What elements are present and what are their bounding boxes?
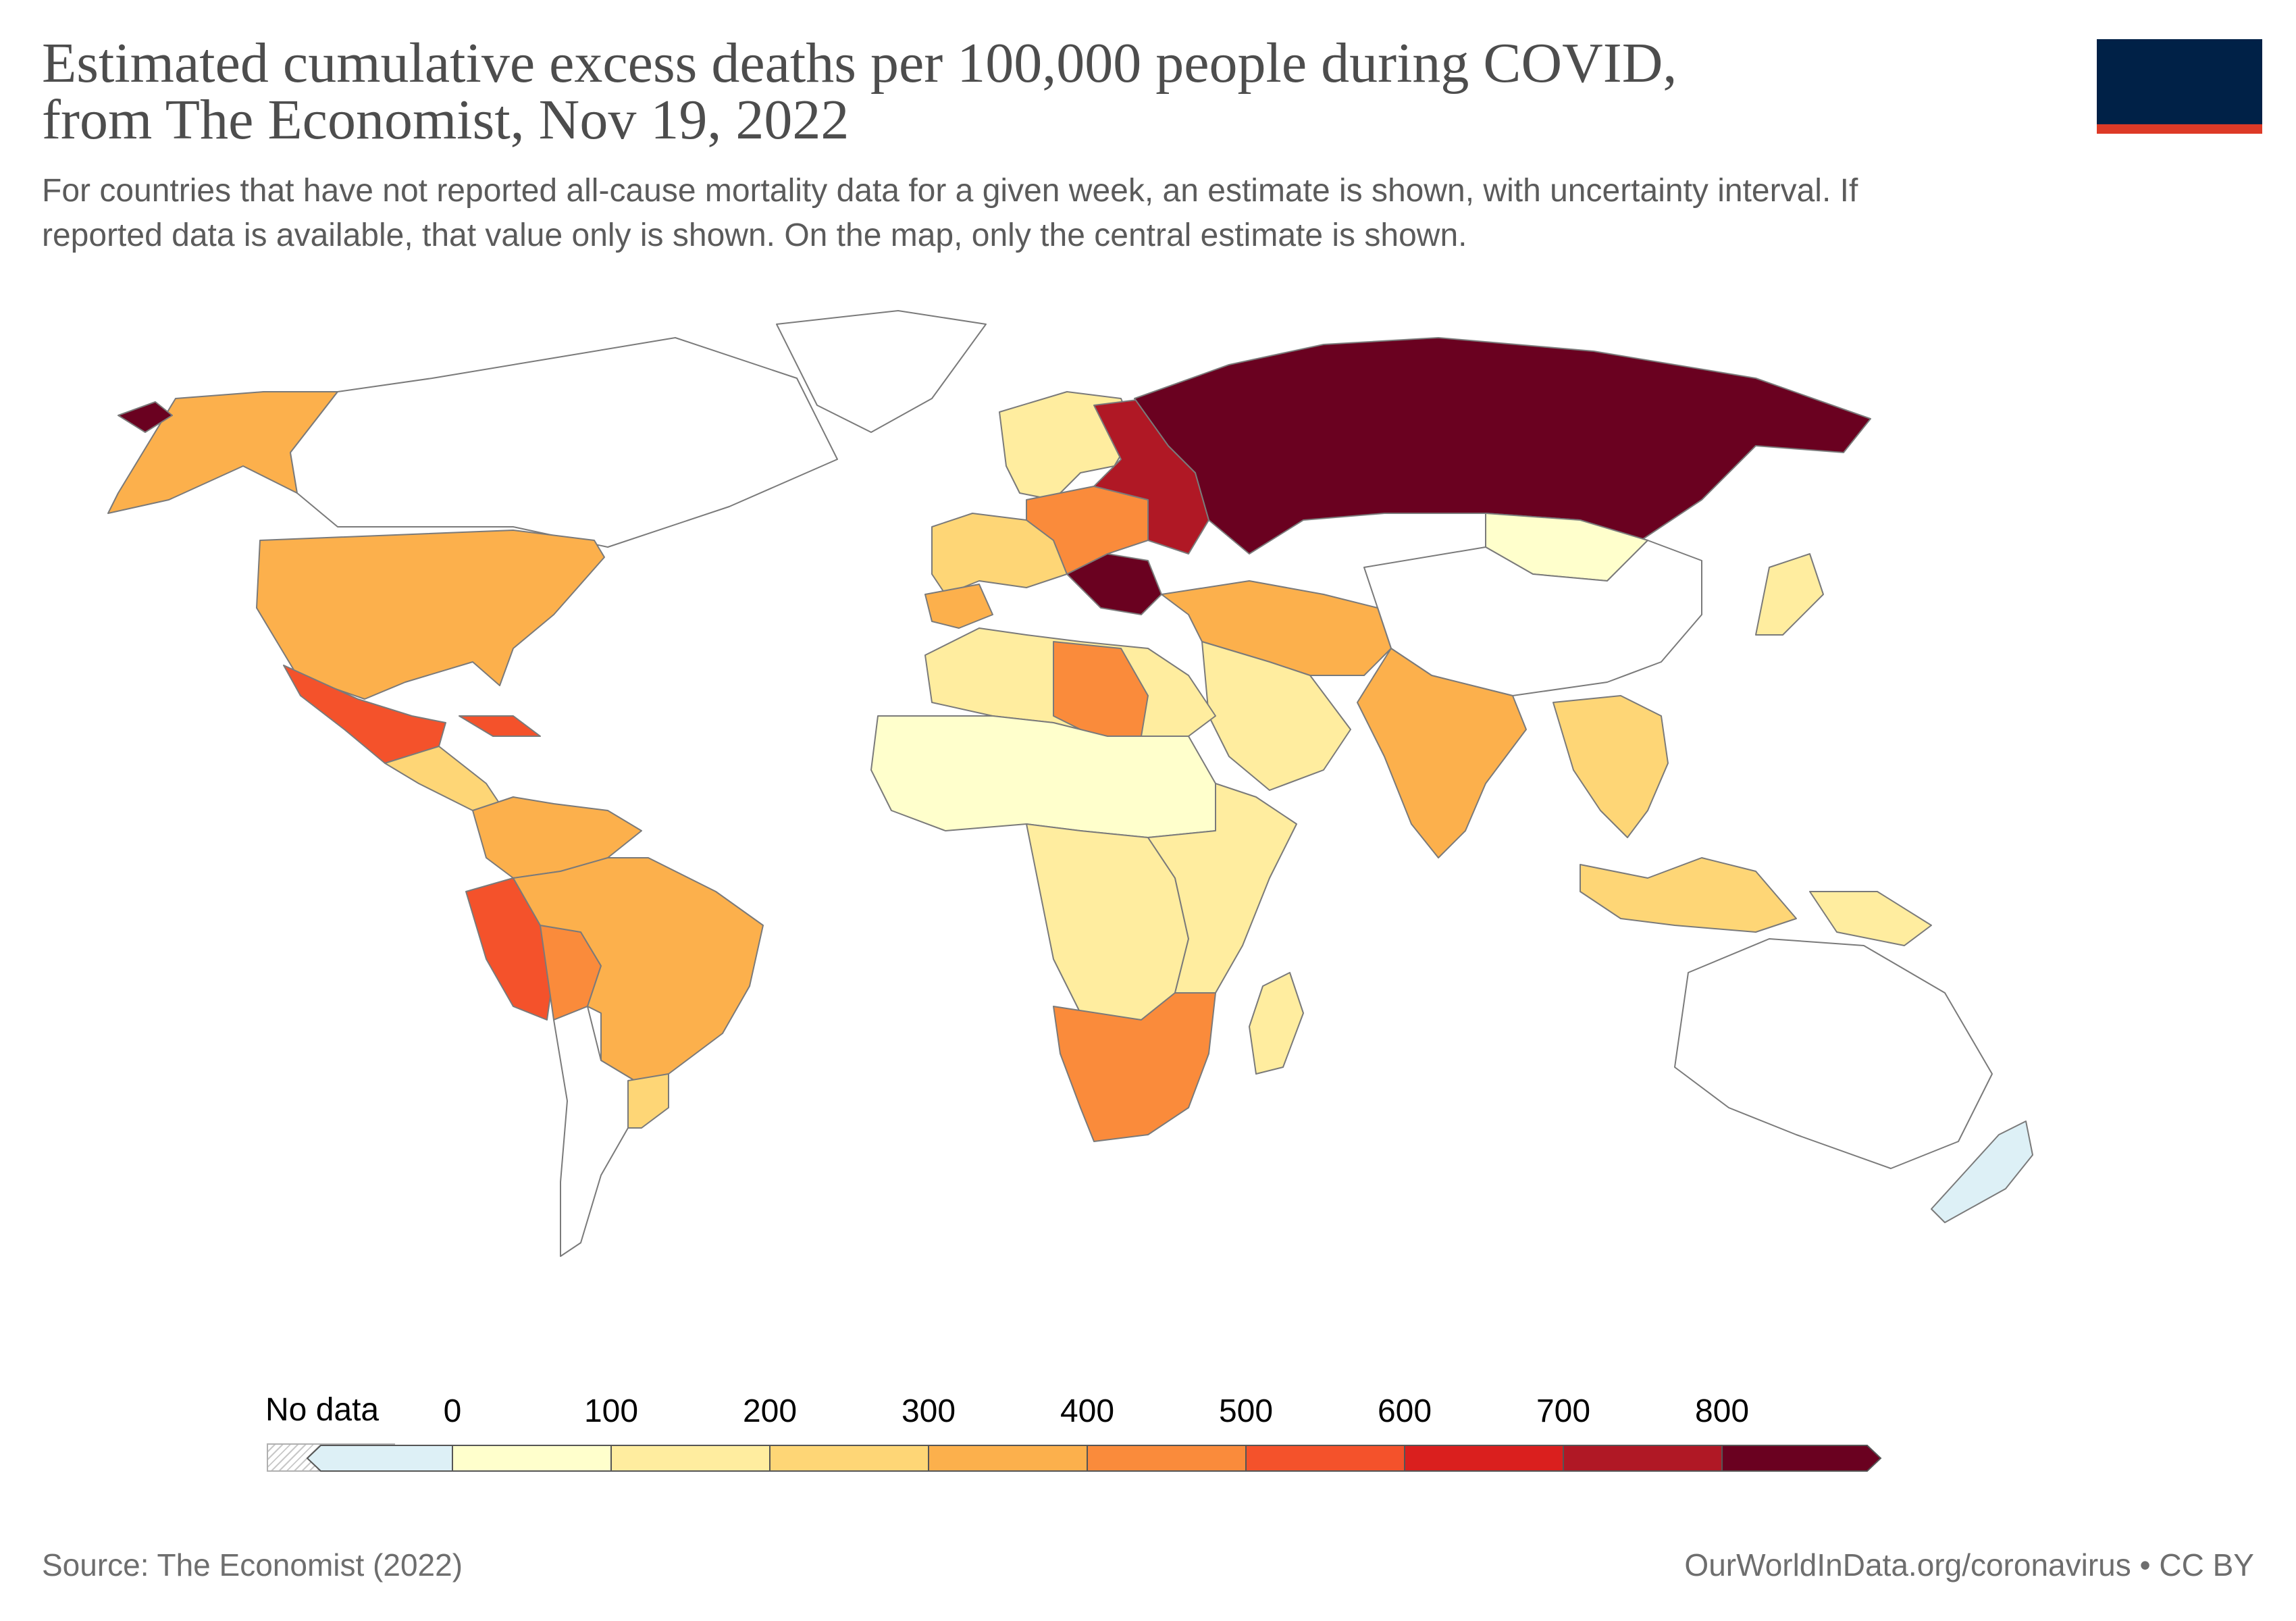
region-new-zealand[interactable] [1931,1121,2033,1223]
region-southern-cone[interactable] [627,1073,669,1129]
region-colombia-venezuela[interactable] [472,796,642,879]
legend-tick-200: 200 [742,1393,798,1429]
region-bering-islands[interactable] [118,401,173,433]
region-argentina[interactable] [553,1006,635,1257]
region-indonesia[interactable] [1580,857,1797,933]
region-middle-east[interactable] [1161,580,1392,676]
region-arabian-peninsula[interactable] [1201,641,1351,791]
logo-block [2097,39,2262,124]
region-russia[interactable] [1134,337,1871,555]
legend-bin-9 [1721,1445,1882,1472]
region-southeast-asia[interactable] [1553,695,1669,838]
subtitle-line-2: reported data is available, that value o… [42,217,1467,253]
region-madagascar[interactable] [1249,972,1304,1075]
region-japan[interactable] [1755,553,1824,636]
legend-tick-500: 500 [1218,1393,1274,1429]
legend-tick-400: 400 [1060,1393,1115,1429]
region-united-states[interactable] [256,530,605,700]
region-canada[interactable] [290,337,838,548]
chart-title: Estimated cumulative excess deaths per 1… [42,35,2068,149]
legend-tick-0: 0 [443,1393,462,1429]
logo-stripe [2097,124,2262,134]
legend-tick-600: 600 [1377,1393,1432,1429]
legend-tick-700: 700 [1536,1393,1591,1429]
no-data-label: No data [265,1392,380,1428]
legend-bin-5 [1087,1445,1247,1472]
legend-tick-300: 300 [901,1393,956,1429]
title-line-2: from The Economist, Nov 19, 2022 [42,88,850,151]
legend-tick-800: 800 [1694,1393,1750,1429]
legend-bin-0 [306,1445,453,1472]
region-cuba[interactable] [459,715,541,737]
region-iberia[interactable] [924,584,993,629]
subtitle-line-1: For countries that have not reported all… [42,173,1858,209]
region-india[interactable] [1357,648,1527,858]
legend-bin-7 [1404,1445,1564,1472]
credit-link[interactable]: OurWorldInData.org/coronavirus • CC BY [1684,1547,2254,1583]
legend-tick-100: 100 [583,1393,639,1429]
source-note: Source: The Economist (2022) [42,1547,463,1583]
legend-bin-6 [1245,1445,1405,1472]
chart-subtitle: For countries that have not reported all… [42,169,2270,258]
our-world-in-data-logo[interactable] [2097,39,2262,134]
title-line-1: Estimated cumulative excess deaths per 1… [42,32,1677,95]
legend-bin-4 [928,1445,1088,1472]
legend-bin-8 [1563,1445,1723,1472]
region-australia[interactable] [1674,938,1993,1169]
region-western-europe[interactable] [931,513,1068,595]
region-southern-africa[interactable] [1053,992,1216,1142]
region-greenland[interactable] [776,310,987,433]
region-papua-new-guinea[interactable] [1809,891,1932,946]
world-map[interactable] [0,297,2296,1351]
color-legend [306,1445,1882,1472]
legend-bin-3 [769,1445,929,1472]
legend-bin-2 [610,1445,771,1472]
legend-bin-1 [452,1445,612,1472]
